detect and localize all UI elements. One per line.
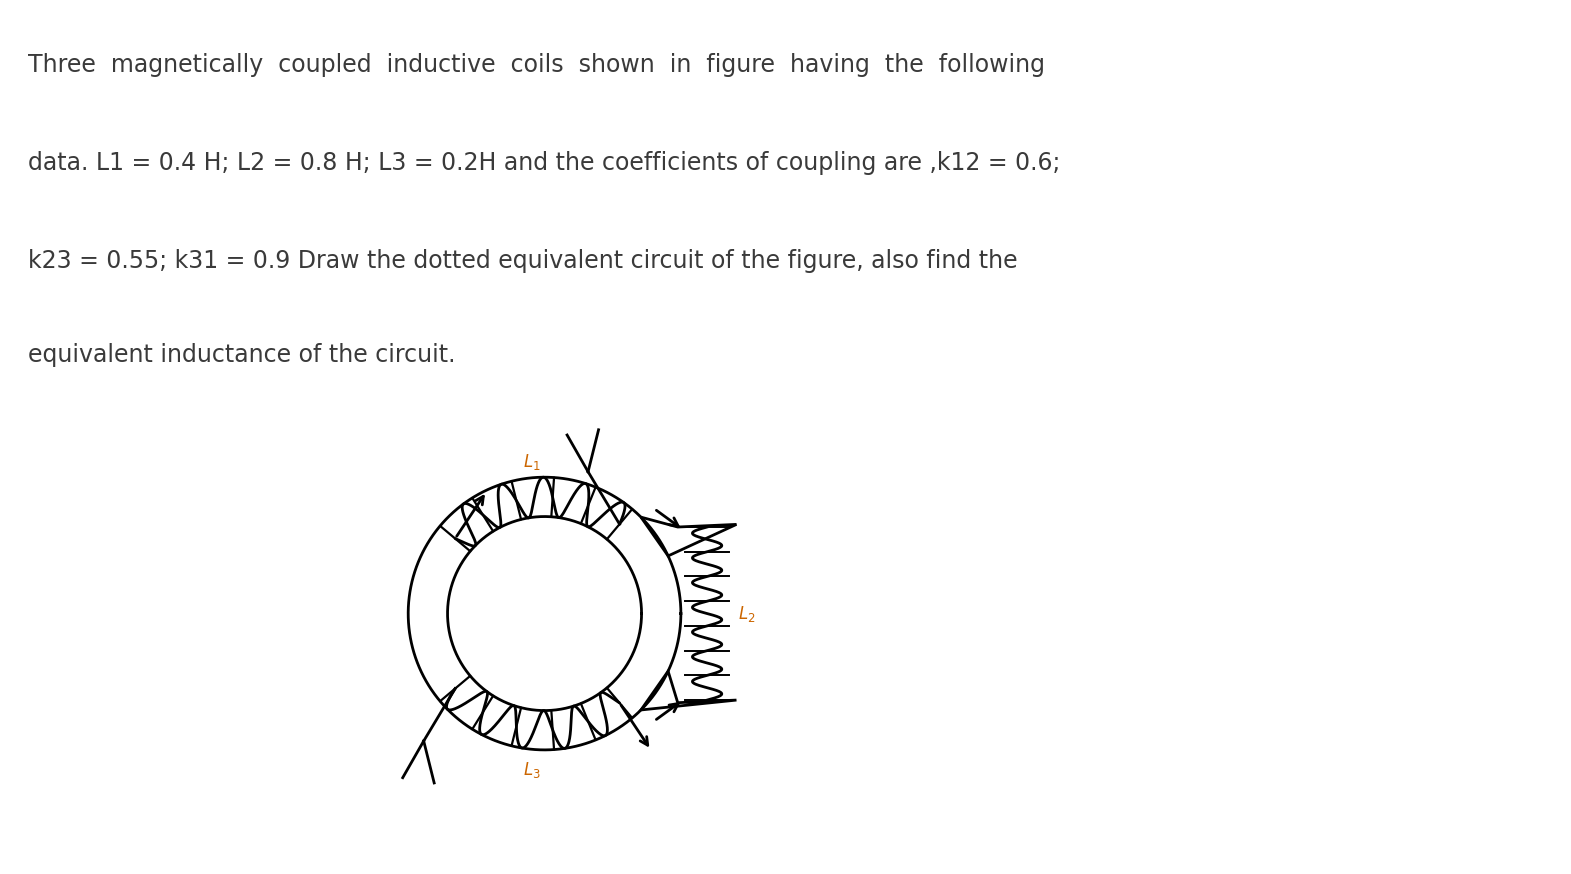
Text: $L_3$: $L_3$ (523, 760, 540, 780)
Text: equivalent inductance of the circuit.: equivalent inductance of the circuit. (28, 343, 456, 367)
Text: k23 = 0.55; k31 = 0.9 Draw the dotted equivalent circuit of the figure, also fin: k23 = 0.55; k31 = 0.9 Draw the dotted eq… (28, 249, 1018, 273)
Text: $L_1$: $L_1$ (523, 453, 540, 473)
Text: Three  magnetically  coupled  inductive  coils  shown  in  figure  having  the  : Three magnetically coupled inductive coi… (28, 53, 1045, 77)
Text: data. L1 = 0.4 H; L2 = 0.8 H; L3 = 0.2H and the coefficients of coupling are ,k1: data. L1 = 0.4 H; L2 = 0.8 H; L3 = 0.2H … (28, 151, 1060, 175)
Text: $L_2$: $L_2$ (737, 604, 756, 623)
